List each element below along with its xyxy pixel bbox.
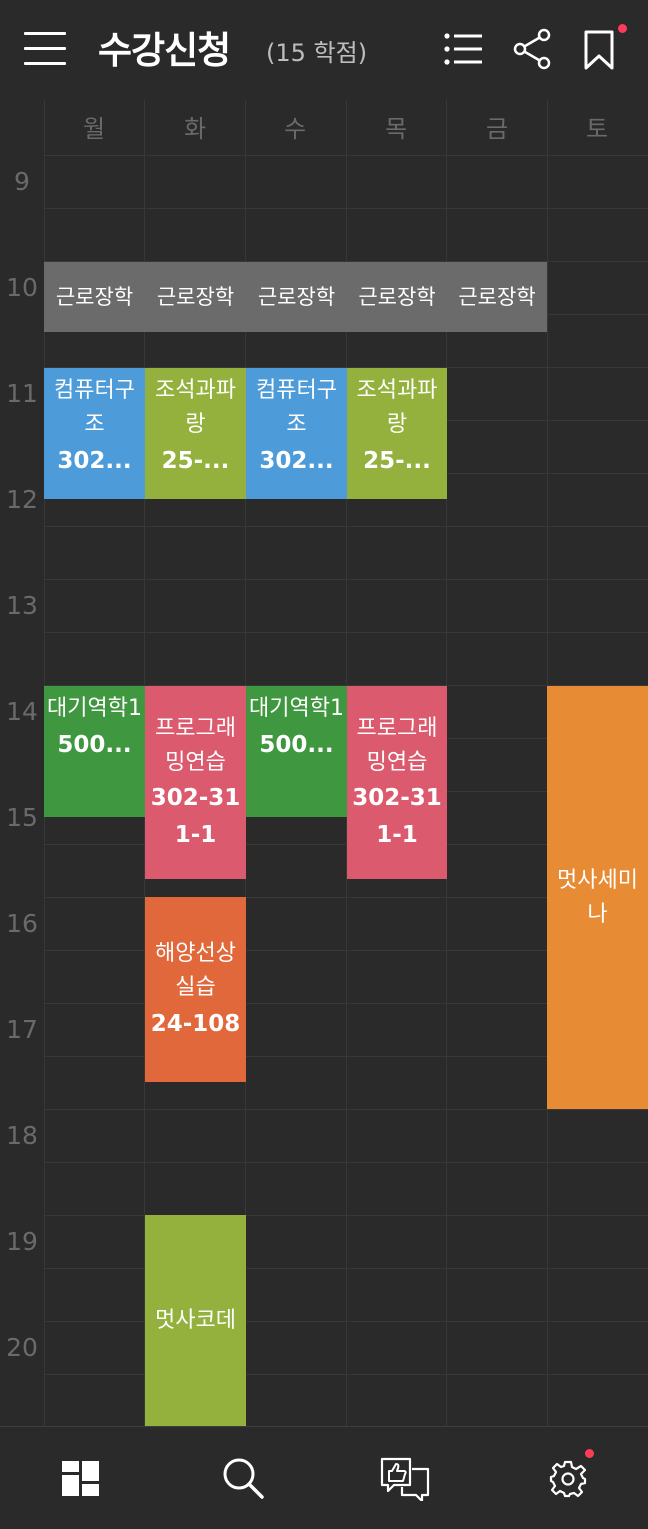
hour-label: 11 xyxy=(6,379,38,408)
hour-label: 13 xyxy=(6,591,38,620)
settings-gear-icon[interactable] xyxy=(546,1455,592,1501)
course-block-atmo-wed[interactable]: 대기역학1 500... xyxy=(246,686,347,817)
hour-label: 14 xyxy=(6,697,38,726)
day-header-wed: 수 xyxy=(283,115,307,143)
top-app-bar: 수강신청 (15 학점) xyxy=(0,0,648,100)
hour-label: 12 xyxy=(6,485,38,514)
settings-notification-dot xyxy=(585,1449,594,1458)
hour-label: 18 xyxy=(6,1121,38,1150)
course-block-tide-tue[interactable]: 조석과파랑 25-... xyxy=(145,368,246,499)
course-block-prog-thu[interactable]: 프로그래밍연습 302-311-1 xyxy=(347,686,447,879)
day-header-thu: 목 xyxy=(384,115,408,143)
course-block-ship-tue[interactable]: 해양선상실습 24-108 xyxy=(145,897,246,1082)
review-thumbs-up-icon[interactable] xyxy=(380,1455,432,1503)
hour-label: 16 xyxy=(6,909,38,938)
share-icon[interactable] xyxy=(510,26,554,72)
hour-label: 19 xyxy=(6,1227,38,1256)
day-header-sat: 토 xyxy=(585,115,609,143)
list-icon[interactable] xyxy=(442,26,486,72)
hour-label: 17 xyxy=(6,1015,38,1044)
hour-label: 10 xyxy=(6,273,38,302)
course-block-work-tue[interactable]: 근로장학 xyxy=(145,262,246,332)
timetable-dashboard-icon[interactable] xyxy=(58,1455,104,1501)
page-title: 수강신청 xyxy=(98,29,231,72)
bottom-navigation xyxy=(0,1426,648,1529)
bookmark-icon[interactable] xyxy=(578,26,622,72)
hour-label: 9 xyxy=(14,167,30,196)
course-block-prog-tue[interactable]: 프로그래밍연습 302-311-1 xyxy=(145,686,246,879)
search-icon[interactable] xyxy=(220,1455,266,1501)
day-header-fri: 금 xyxy=(485,115,509,143)
day-header-mon: 월 xyxy=(82,115,106,143)
hour-label: 15 xyxy=(6,803,38,832)
timetable-grid: 월 화 수 목 금 토 9 10 11 12 13 14 15 16 17 18… xyxy=(0,100,648,1426)
course-block-tide-thu[interactable]: 조석과파랑 25-... xyxy=(347,368,447,499)
menu-icon[interactable] xyxy=(24,30,66,66)
hour-label: 20 xyxy=(6,1333,38,1362)
course-block-work-mon[interactable]: 근로장학 xyxy=(44,262,145,332)
course-block-work-thu[interactable]: 근로장학 xyxy=(347,262,447,332)
course-block-seminar-sat[interactable]: 멋사세미나 xyxy=(547,686,648,1109)
day-header-tue: 화 xyxy=(183,115,207,143)
course-block-comp-mon[interactable]: 컴퓨터구조 302... xyxy=(44,368,145,499)
course-block-work-fri[interactable]: 근로장학 xyxy=(447,262,547,332)
course-block-work-wed[interactable]: 근로장학 xyxy=(246,262,347,332)
course-block-code-tue[interactable]: 멋사코데 xyxy=(145,1215,246,1426)
course-block-atmo-mon[interactable]: 대기역학1 500... xyxy=(44,686,145,817)
credit-count: (15 학점) xyxy=(266,39,368,67)
bookmark-notification-dot xyxy=(618,24,627,33)
course-block-comp-wed[interactable]: 컴퓨터구조 302... xyxy=(246,368,347,499)
